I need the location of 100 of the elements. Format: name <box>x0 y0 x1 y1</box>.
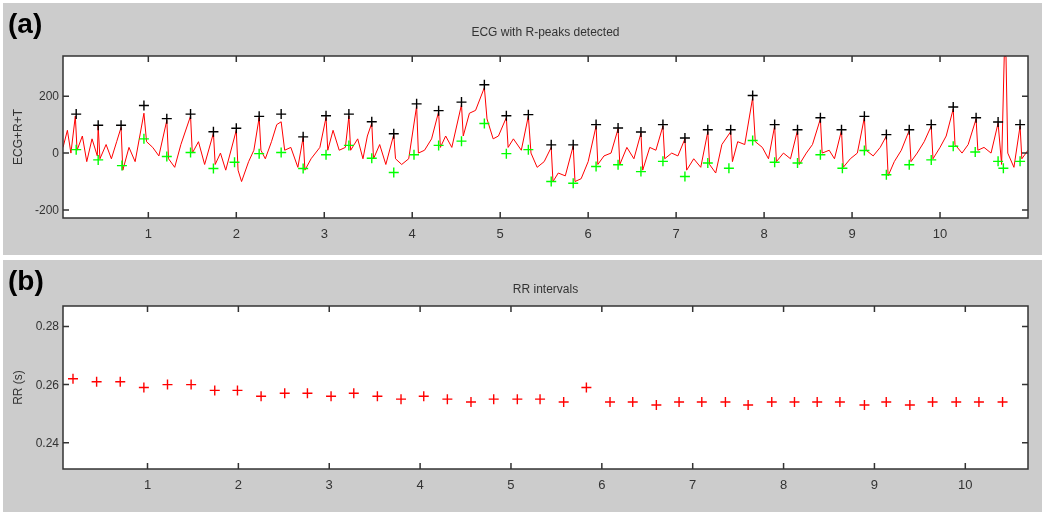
point <box>612 159 624 171</box>
point <box>742 399 754 411</box>
point <box>545 139 557 151</box>
x-tick-label: 5 <box>496 226 504 241</box>
text: (a) <box>8 8 43 39</box>
point <box>184 146 197 159</box>
chart-title: RR intervals <box>512 282 579 296</box>
point <box>635 126 647 138</box>
point <box>724 124 737 136</box>
point <box>161 150 173 163</box>
point <box>90 375 103 388</box>
x-tick-label: 9 <box>870 477 879 492</box>
point <box>992 116 1004 128</box>
y-axis-title: RR (s) <box>11 370 25 405</box>
y-tick-label: 0.24 <box>35 435 60 450</box>
point <box>348 387 360 400</box>
point <box>207 126 220 138</box>
x-tick-label: 2 <box>234 477 242 492</box>
x-tick-label: 10 <box>932 226 948 241</box>
point <box>366 116 378 128</box>
point <box>418 390 430 402</box>
x-tick-label: 4 <box>408 226 416 241</box>
point <box>880 128 893 141</box>
point <box>766 396 778 408</box>
point <box>657 155 669 168</box>
point <box>297 131 309 143</box>
point <box>320 110 332 122</box>
point <box>903 124 915 136</box>
point <box>811 396 823 408</box>
point <box>679 132 691 144</box>
point <box>814 112 827 124</box>
point <box>880 396 892 408</box>
point <box>557 396 570 408</box>
point <box>432 104 445 117</box>
point <box>702 124 714 136</box>
line-series <box>63 56 1028 183</box>
point <box>410 98 423 110</box>
point <box>253 110 265 123</box>
point <box>478 117 491 130</box>
point <box>500 110 513 122</box>
point <box>834 396 846 408</box>
point <box>184 108 197 120</box>
point <box>388 128 400 140</box>
point <box>388 166 400 179</box>
point <box>116 159 128 172</box>
point <box>231 384 244 397</box>
point <box>947 140 959 152</box>
point <box>138 99 150 112</box>
x-tick-label: 1 <box>143 477 152 492</box>
point <box>511 393 524 405</box>
x-tick-label: 7 <box>689 477 697 492</box>
point <box>746 134 759 147</box>
point <box>534 393 546 405</box>
point <box>279 387 291 400</box>
point <box>627 396 639 408</box>
point <box>580 381 593 394</box>
point <box>791 124 804 136</box>
point <box>67 373 79 385</box>
point <box>320 149 332 161</box>
point <box>996 396 1009 408</box>
x-tick-label: 10 <box>958 477 973 492</box>
point <box>138 133 150 145</box>
point <box>209 384 221 397</box>
x-tick-label: 1 <box>144 226 152 241</box>
point <box>880 169 893 181</box>
point <box>723 162 735 174</box>
point <box>275 146 287 159</box>
point <box>950 396 962 408</box>
x-tick-label: 8 <box>760 226 768 241</box>
x-tick-label: 5 <box>507 477 515 492</box>
point <box>488 393 500 405</box>
point <box>604 396 616 408</box>
point <box>612 122 624 134</box>
point <box>343 108 355 120</box>
point <box>702 157 714 169</box>
point <box>522 108 535 121</box>
point <box>719 396 732 408</box>
y-tick-label: 200 <box>38 89 60 104</box>
point <box>926 396 939 408</box>
point <box>673 396 685 408</box>
point <box>161 378 174 391</box>
point <box>590 160 602 173</box>
point <box>114 375 126 388</box>
point <box>947 101 959 113</box>
point <box>343 139 355 152</box>
point <box>275 108 287 120</box>
point <box>858 110 871 123</box>
point <box>432 139 445 152</box>
point <box>92 119 104 131</box>
point <box>395 393 407 405</box>
x-tick-label: 3 <box>325 477 333 492</box>
point <box>161 112 173 125</box>
point <box>455 96 468 108</box>
y-tick-label: 0.26 <box>35 377 60 392</box>
point <box>635 165 647 178</box>
y-tick-label: 0 <box>52 146 60 161</box>
chart-title: ECG with R-peaks detected <box>471 25 620 39</box>
point <box>522 143 535 156</box>
point <box>70 143 82 156</box>
point <box>650 399 663 411</box>
